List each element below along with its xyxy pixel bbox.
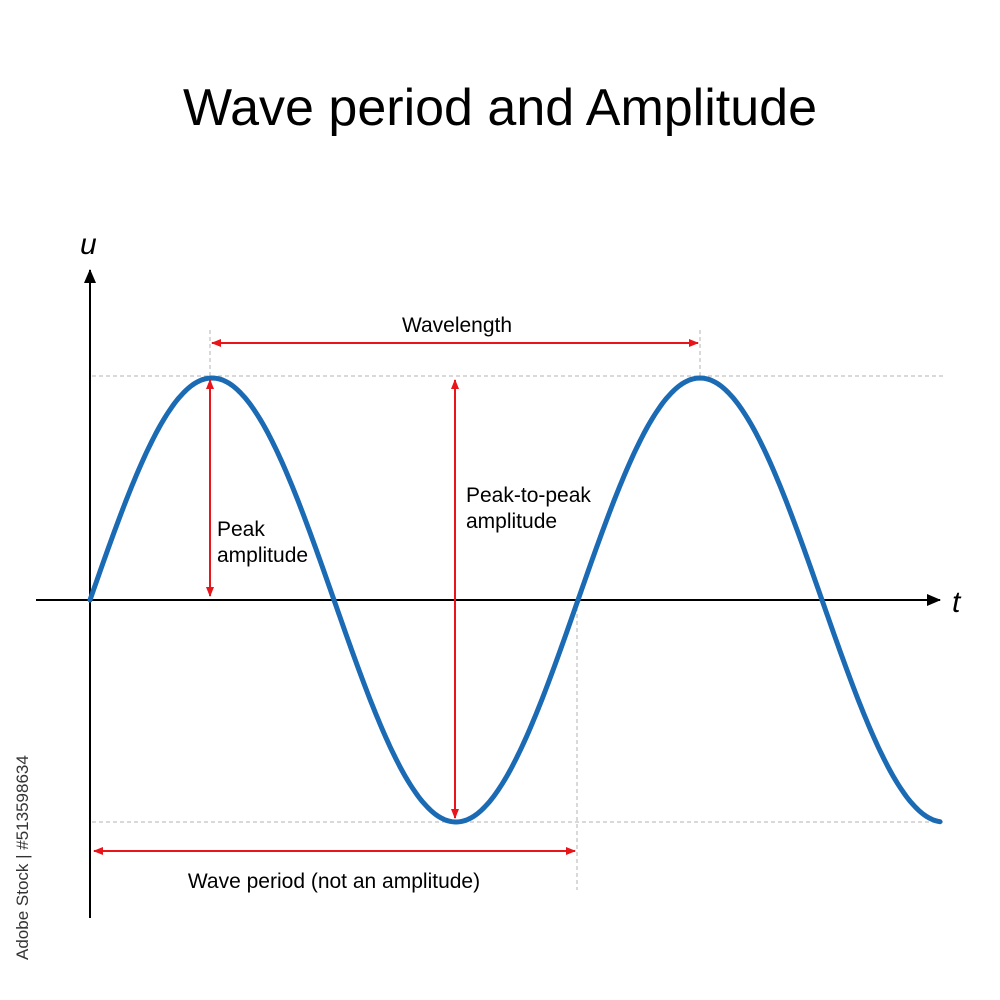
wave-period-label: Wave period (not an amplitude) — [188, 870, 480, 893]
peak-to-peak-label-line1: Peak-to-peak — [466, 484, 591, 507]
wavelength-label: Wavelength — [402, 314, 512, 337]
peak-amplitude-label-line1: Peak — [217, 518, 265, 541]
diagram-title: Wave period and Amplitude — [182, 79, 817, 137]
peak-amplitude-label-line2: amplitude — [217, 544, 308, 567]
sine-wave — [87, 375, 943, 825]
peak-to-peak-label-line2: amplitude — [466, 510, 557, 533]
y-axis-label: u — [80, 228, 97, 261]
stock-watermark-id: Adobe Stock | #513598634 — [13, 755, 32, 960]
x-axis-label: t — [952, 586, 962, 619]
